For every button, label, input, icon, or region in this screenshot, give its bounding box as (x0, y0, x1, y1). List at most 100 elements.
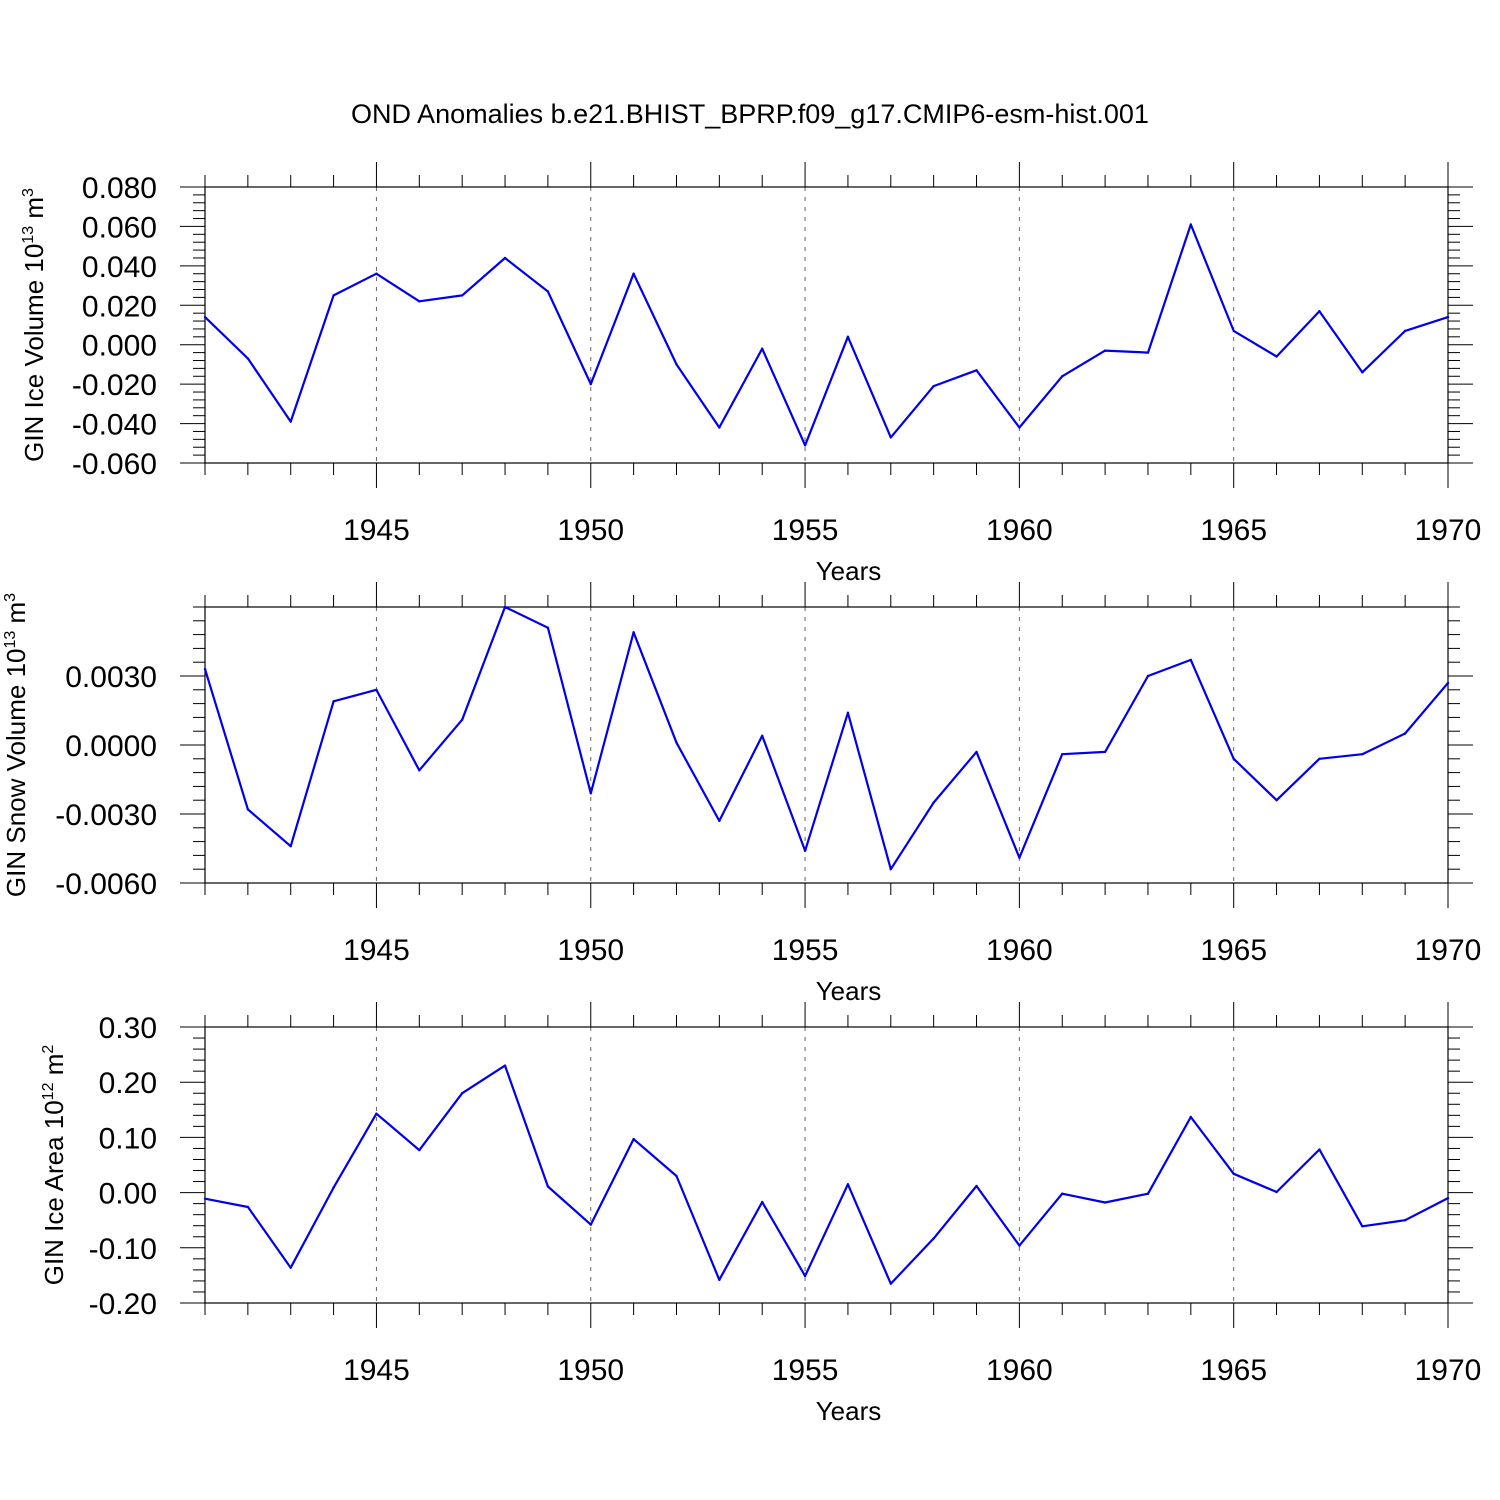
data-point (889, 868, 892, 871)
x-tick-label: 1955 (772, 934, 839, 967)
data-point (803, 1274, 807, 1278)
x-axis-label: Years (816, 1396, 882, 1426)
data-point (1232, 1172, 1235, 1176)
data-point (932, 384, 935, 388)
y-axis-label: GIN Snow Volume 1013 m3 (1, 593, 31, 897)
data-point (975, 369, 978, 372)
data-point (761, 734, 764, 737)
series-line (204, 1064, 1449, 1285)
plot-frame (204, 606, 1449, 884)
series-line (204, 223, 1449, 447)
data-point (1103, 750, 1107, 754)
plot-frame (204, 186, 1449, 464)
y-tick-label: 0.000 (82, 330, 157, 363)
data-point (1103, 349, 1107, 352)
chart-panels: 1945 1950 1955 1960 1965 1970 0.080 0.060 0.040 0… (1, 162, 1481, 1426)
data-point (675, 363, 678, 366)
data-point (1061, 753, 1064, 756)
y-tick-label: -0.060 (72, 448, 157, 481)
data-point (675, 1174, 678, 1178)
data-point (632, 272, 635, 275)
x-tick-label: 1970 (1415, 934, 1482, 967)
data-point (932, 801, 935, 804)
data-point (675, 741, 678, 744)
data-point (375, 1112, 378, 1115)
data-point (846, 711, 850, 714)
data-point (332, 700, 335, 703)
x-axis-label: Years (816, 556, 882, 586)
data-point (203, 1197, 207, 1200)
data-point (632, 1137, 635, 1141)
data-point (1189, 658, 1193, 662)
y-tick-label: -0.040 (72, 409, 157, 442)
data-point (889, 436, 892, 439)
data-point (460, 1092, 464, 1095)
data-point (1361, 1225, 1364, 1228)
data-point (1275, 355, 1278, 358)
data-point (418, 769, 421, 772)
data-point (1275, 1190, 1278, 1194)
plot-frame (204, 1026, 1449, 1304)
data-point (1061, 375, 1064, 378)
data-point (846, 335, 850, 339)
data-point (503, 256, 507, 260)
x-tick-label: 1950 (557, 934, 624, 967)
data-point (418, 1148, 421, 1152)
y-tick-label: 0.00 (99, 1178, 157, 1211)
data-point (546, 290, 550, 293)
data-point (1232, 329, 1235, 333)
x-tick-label: 1945 (343, 514, 410, 547)
data-point (1061, 1192, 1064, 1195)
data-point (975, 750, 978, 754)
y-tick-label: -0.020 (72, 369, 157, 402)
x-tick-label: 1965 (1200, 1354, 1267, 1387)
data-point (418, 300, 421, 303)
data-point (889, 1282, 892, 1285)
x-tick-label: 1955 (772, 1354, 839, 1387)
data-point (1018, 856, 1021, 859)
data-point (761, 1200, 764, 1204)
data-point (1232, 757, 1235, 760)
data-point (1361, 371, 1364, 374)
data-point (1318, 1148, 1321, 1151)
data-point (589, 792, 592, 795)
data-point (1018, 426, 1021, 429)
data-point (1189, 223, 1193, 226)
data-point (718, 1278, 721, 1282)
data-point (718, 426, 721, 429)
y-tick-label: 0.080 (82, 172, 157, 205)
chart-panel-1: 1945 1950 1955 1960 1965 1970 0.080 0.060 0.040 0… (19, 162, 1481, 586)
data-point (460, 718, 464, 721)
y-tick-label: 0.0030 (65, 661, 157, 694)
y-axis-label: GIN Ice Area 1012 m2 (39, 1045, 69, 1286)
y-tick-label: 0.20 (99, 1067, 157, 1100)
x-tick-label: 1965 (1200, 934, 1267, 967)
y-tick-label: 0.020 (82, 290, 157, 323)
data-point (375, 272, 378, 275)
y-axis-label: GIN Ice Volume 1013 m3 (19, 188, 49, 462)
data-point (1361, 753, 1364, 756)
x-tick-label: 1945 (343, 934, 410, 967)
series-line (203, 605, 1449, 871)
data-point (718, 819, 721, 823)
data-point (246, 357, 250, 360)
y-tick-label: -0.0030 (55, 799, 157, 832)
data-point (1103, 1201, 1107, 1204)
x-tick-label: 1970 (1415, 1354, 1482, 1387)
data-point (203, 667, 207, 671)
data-point (1318, 310, 1321, 313)
x-tick-label: 1950 (557, 1354, 624, 1387)
data-point (289, 1266, 292, 1269)
data-point (203, 315, 207, 319)
data-point (503, 605, 507, 609)
data-point (761, 347, 764, 350)
data-point (1146, 1192, 1150, 1195)
data-point (546, 626, 550, 629)
data-point (289, 845, 292, 848)
data-point (332, 1186, 335, 1189)
x-tick-label: 1960 (986, 1354, 1053, 1387)
data-point (1018, 1244, 1021, 1247)
data-point (1403, 329, 1407, 333)
data-point (1446, 681, 1450, 685)
x-tick-label: 1960 (986, 514, 1053, 547)
